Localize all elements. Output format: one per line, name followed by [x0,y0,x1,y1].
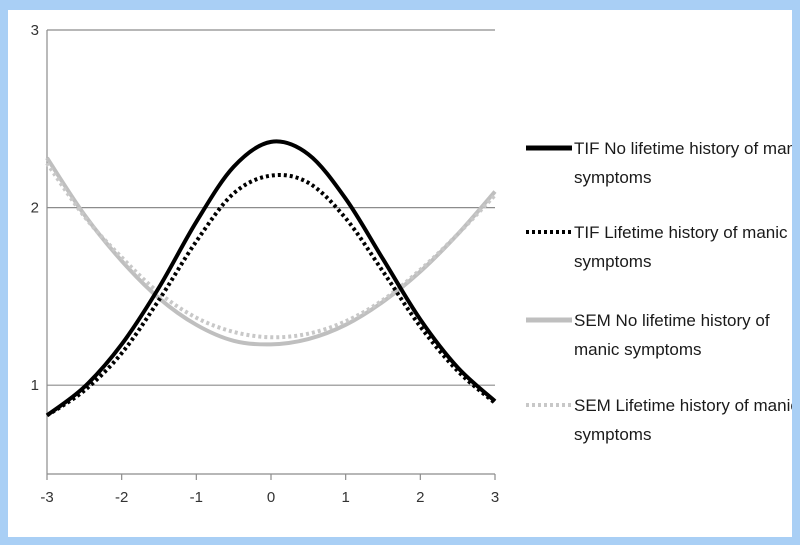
legend-entry-4: SEM Lifetime history of manic symptoms [526,396,792,444]
legend-entry-3: SEM No lifetime history of manic symptom… [526,311,774,359]
legend-label: TIF Lifetime history of manic symptoms [574,223,792,271]
y-tick-label: 3 [31,22,39,39]
x-tick-label: 0 [267,489,275,506]
series-tif-no-history-line [45,139,497,417]
legend-entry-1: TIF No lifetime history of manic symptom… [526,139,792,187]
x-tick-label: -2 [115,489,128,506]
chart-panel: -3 -2 -1 0 1 2 3 1 2 3 TIF No lifetime history of… [8,10,792,537]
legend-label: SEM Lifetime history of manic symptoms [574,396,792,444]
legend-label: TIF No lifetime history of manic symptom… [574,139,792,187]
series-tif-history-line [45,172,497,418]
series-sem-no-history-line [45,156,497,347]
x-tick-label: 2 [416,489,424,506]
x-tick-label: -1 [190,489,203,506]
x-tick-label: 1 [341,489,349,506]
x-tick-label: -3 [40,489,53,506]
legend-label: SEM No lifetime history of manic symptom… [574,311,774,359]
series-sem-history-line [45,162,497,340]
legend-entry-2: TIF Lifetime history of manic symptoms [526,223,792,271]
y-tick-label: 2 [31,200,39,217]
line-chart: -3 -2 -1 0 1 2 3 1 2 3 TIF No lifetime history of… [31,22,792,506]
y-tick-label: 1 [31,377,39,394]
x-tick-label: 3 [491,489,499,506]
